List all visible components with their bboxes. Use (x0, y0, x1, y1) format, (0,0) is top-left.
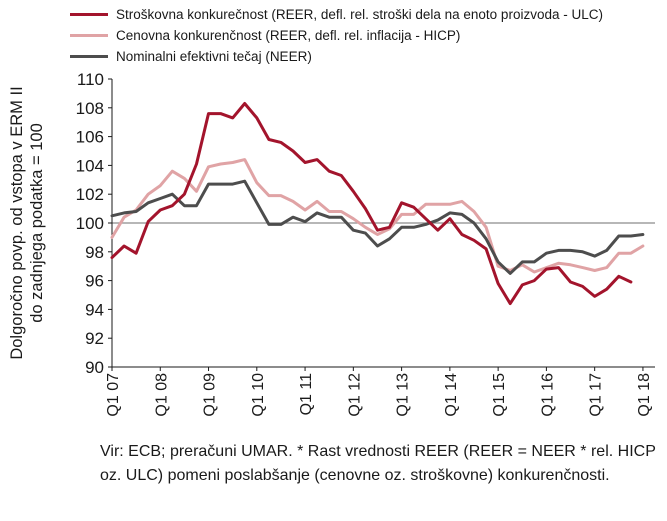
x-tick-label: Q1 10 (250, 373, 267, 417)
x-tick-label: Q1 07 (105, 373, 122, 417)
x-tick-label: Q1 12 (346, 373, 363, 417)
y-tick-label: 102 (76, 185, 104, 204)
x-tick-label: Q1 18 (636, 373, 653, 417)
x-tick-label: Q1 13 (395, 373, 412, 417)
y-tick-label: 94 (85, 300, 104, 319)
y-tick-label: 98 (85, 243, 104, 262)
series-line-neer (110, 179, 645, 275)
legend-swatch-hicp (70, 34, 108, 37)
legend-entry-hicp: Cenovna konkurenčnost (REER, defl. rel. … (70, 25, 603, 46)
y-tick-label: 110 (77, 70, 104, 89)
legend-label-neer: Nominalni efektivni tečaj (NEER) (116, 49, 312, 64)
x-tick-label: Q1 09 (202, 373, 219, 417)
x-tick-label: Q1 16 (539, 373, 556, 417)
chart-legend: Stroškovna konkurečnost (REER, defl. rel… (70, 4, 603, 67)
legend-entry-ulc: Stroškovna konkurečnost (REER, defl. rel… (70, 4, 603, 25)
legend-swatch-neer (70, 55, 108, 58)
x-tick-label: Q1 08 (153, 373, 170, 417)
series-line-ulc (110, 102, 633, 306)
x-tick-label: Q1 15 (491, 373, 508, 417)
y-tick-label: 108 (76, 99, 104, 118)
y-tick-label: 104 (76, 156, 104, 175)
y-axis-label-line-1: Dolgoročno povp. od vstopa v ERM II (8, 86, 26, 359)
y-axis-label-line-2: do zadnjega podatka = 100 (28, 123, 46, 323)
legend-label-ulc: Stroškovna konkurečnost (REER, defl. rel… (116, 7, 603, 22)
y-tick-label: 90 (85, 358, 104, 377)
series-line-hicp (110, 158, 645, 274)
legend-entry-neer: Nominalni efektivni tečaj (NEER) (70, 46, 603, 67)
y-tick-label: 92 (85, 329, 104, 348)
y-tick-label: 106 (76, 128, 104, 147)
source-note: Vir: ECB; preračuni UMAR. * Rast vrednos… (100, 443, 656, 484)
y-tick-label: 100 (76, 214, 104, 233)
x-tick-label: Q1 17 (588, 373, 605, 417)
x-tick-label: Q1 11 (298, 373, 315, 416)
legend-swatch-ulc (70, 13, 108, 16)
legend-label-hicp: Cenovna konkurenčnost (REER, defl. rel. … (116, 28, 461, 43)
line-chart: 90 92 94 96 98 100 102 104 106 108 110 Q1 07 Q1 08 Q1… (8, 70, 655, 417)
x-tick-label: Q1 14 (443, 373, 460, 417)
y-tick-label: 96 (85, 272, 104, 291)
